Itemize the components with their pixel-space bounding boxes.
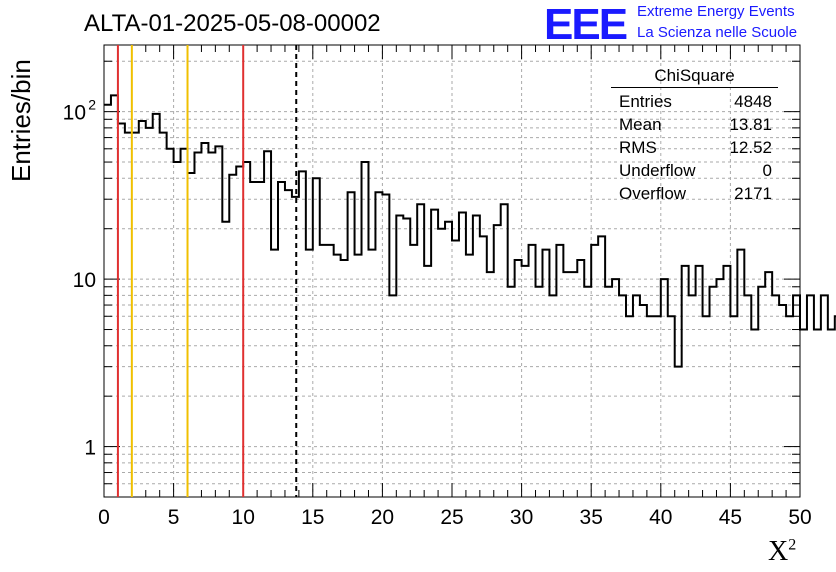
y-tick-label: 10 (73, 269, 96, 292)
x-tick-label: 5 (168, 506, 180, 529)
x-tick-label: 10 (232, 506, 255, 529)
stat-label: Overflow (619, 184, 687, 203)
stat-row-mean: Mean 13.81 (611, 113, 778, 136)
stat-label: Mean (619, 115, 662, 134)
x-tick-label: 40 (649, 506, 672, 529)
x-axis-label-base: X (768, 536, 789, 567)
stats-box-title: ChiSquare (611, 66, 778, 88)
stat-value: 13.81 (729, 115, 772, 134)
stat-value: 4848 (734, 92, 772, 111)
stat-value: 0 (762, 161, 772, 180)
logo-tagline-2: La Scienza nelle Scuole (637, 24, 798, 41)
stat-row-entries: Entries 4848 (611, 90, 778, 113)
y-tick-label-exponent: 2 (88, 97, 96, 113)
x-tick-label: 20 (371, 506, 394, 529)
stat-label: Entries (619, 92, 672, 111)
chart-title: ALTA-01-2025-05-08-00002 (84, 10, 381, 37)
stat-label: RMS (619, 138, 657, 157)
stat-row-overflow: Overflow 2171 (611, 182, 778, 205)
x-axis-label-superscript: 2 (788, 536, 797, 554)
x-tick-label: 35 (580, 506, 603, 529)
y-tick-label: 1 (84, 437, 96, 460)
stat-row-rms: RMS 12.52 (611, 136, 778, 159)
stat-row-underflow: Underflow 0 (611, 159, 778, 182)
eee-logo: EEE (544, 0, 628, 49)
stats-box: ChiSquare Entries 4848 Mean 13.81 RMS 12… (611, 66, 778, 205)
x-axis-label: X2 (768, 536, 796, 568)
y-tick-label: 10 (63, 102, 86, 125)
x-tick-label: 0 (98, 506, 110, 529)
x-tick-label: 45 (719, 506, 742, 529)
x-tick-label: 50 (788, 506, 811, 529)
y-axis-label: Entries/bin (6, 59, 36, 182)
x-tick-label: 25 (440, 506, 463, 529)
logo-tagline-1: Extreme Energy Events (637, 3, 795, 20)
stat-value: 12.52 (729, 138, 772, 157)
x-tick-label: 15 (301, 506, 324, 529)
stat-value: 2171 (734, 184, 772, 203)
x-tick-label: 30 (510, 506, 533, 529)
stat-label: Underflow (619, 161, 696, 180)
